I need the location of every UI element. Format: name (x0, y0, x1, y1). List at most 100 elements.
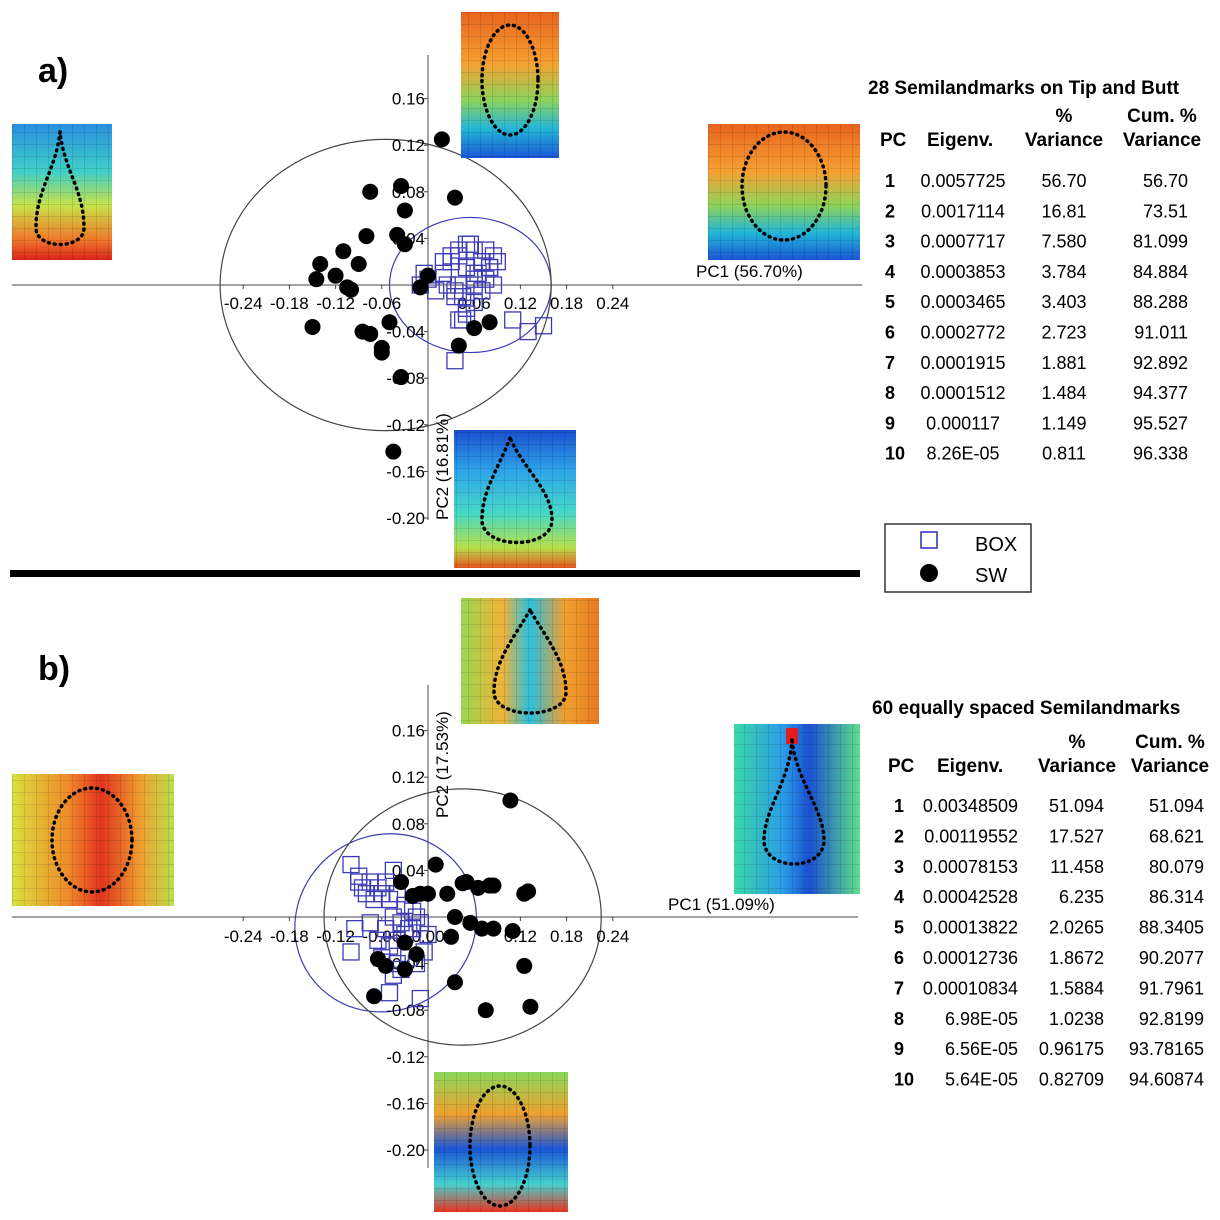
point-sw-a (393, 369, 410, 386)
point-box-a (484, 276, 503, 294)
point-box-b (342, 943, 360, 961)
table-b-cell: 0.00042528 (923, 887, 1018, 907)
table-b-cell: 9 (894, 1039, 904, 1059)
confidence-ellipse-sw-a (219, 138, 552, 432)
point-sw-b (408, 946, 425, 963)
deformation-grid-a-top (461, 12, 559, 158)
deformation-grid-a-bottom (454, 430, 576, 568)
point-sw-a (385, 443, 402, 460)
table-a-header-var-bottom: Variance (1025, 130, 1103, 151)
table-a-cell: 0.0003853 (920, 262, 1005, 282)
x-tick-label-a: 0.12 (504, 294, 537, 313)
table-a-cell: 1.881 (1041, 353, 1086, 373)
table-b-cell: 1.5884 (1049, 978, 1104, 998)
point-sw-a (308, 271, 325, 288)
table-b-cell: 1.0238 (1049, 1009, 1104, 1029)
table-b-header-cum-bottom: Variance (1131, 756, 1209, 777)
plot-b: -0.24 -0.18 -0.12 -0.06 0.00 0.12 0.18 0.240.16… (12, 685, 858, 1168)
table-b-title: 60 equally spaced Semilandmarks (872, 698, 1180, 719)
table-b-cell: 6.98E-05 (945, 1009, 1018, 1029)
table-a-cell: 0.0001512 (920, 383, 1005, 403)
table-b-cell: 1.8672 (1049, 948, 1104, 968)
variance-table-a: 28 Semilandmarks on Tip and Butt PC Eige… (868, 78, 1201, 464)
table-b-cell: 0.00078153 (923, 857, 1018, 877)
table-a-cell: 3.403 (1041, 292, 1086, 312)
point-sw-b (443, 928, 460, 945)
table-b-cell: 8 (894, 1009, 904, 1029)
deformation-grid-b-bottom (434, 1072, 568, 1212)
table-b-cell: 0.00013822 (923, 918, 1018, 938)
y-tick-label-a: -0.16 (386, 462, 425, 481)
legend-box-label: BOX (975, 534, 1017, 556)
point-sw-a (304, 318, 321, 335)
point-box-b (369, 931, 387, 949)
table-a-cell: 56.70 (1143, 171, 1188, 191)
table-b-header-pc: PC (888, 756, 915, 777)
table-a-cell: 4 (885, 262, 895, 282)
table-b-cell: 80.079 (1149, 857, 1204, 877)
deformation-grid-b-right (734, 724, 860, 894)
table-b-cell: 10 (894, 1070, 914, 1090)
point-box-b (353, 879, 372, 897)
y-tick-label-a: -0.20 (386, 509, 425, 528)
table-a-cell: 8 (885, 383, 895, 403)
table-b-cell: 86.314 (1149, 887, 1204, 907)
table-a-cell: 0.0017114 (921, 201, 1005, 221)
table-b-cell: 51.094 (1149, 796, 1204, 816)
point-sw-b (516, 957, 533, 974)
legend-box-marker (920, 531, 938, 549)
point-sw-b (427, 856, 444, 873)
point-sw-b (502, 792, 519, 809)
y-tick-label-a: -0.04 (386, 323, 425, 342)
x-axis-title-a: PC1 (56.70%) (696, 262, 803, 281)
point-sw-b (446, 909, 463, 925)
table-a-cell: 96.338 (1133, 444, 1188, 464)
x-tick-label-b: -0.18 (270, 927, 309, 946)
point-sw-b (396, 934, 413, 951)
table-a-cell: 0.0001915 (920, 353, 1005, 373)
y-tick-label-b: -0.12 (386, 1048, 425, 1067)
table-a-cell: 91.011 (1134, 323, 1188, 343)
point-box-b (384, 861, 403, 880)
table-a-cell: 7.580 (1041, 232, 1086, 252)
point-sw-a (396, 236, 413, 253)
point-sw-b (485, 920, 502, 937)
point-sw-b (473, 920, 490, 937)
y-tick-label-a: -0.12 (386, 416, 425, 435)
table-a-cell: 10 (885, 444, 905, 464)
y-tick-label-b: 0.16 (392, 722, 425, 741)
table-a-cell: 95.527 (1133, 413, 1188, 433)
table-a-cell: 88.288 (1133, 292, 1188, 312)
y-tick-label-a: 0.16 (392, 90, 425, 109)
point-box-a (442, 253, 460, 271)
table-b-cell: 5 (894, 918, 904, 938)
y-tick-label-b: -0.20 (386, 1141, 425, 1160)
deformation-grid-b-left (12, 774, 174, 906)
table-a-cell: 3.784 (1041, 262, 1086, 282)
y-axis-title-a: PC2 (16.81%) (433, 413, 452, 520)
table-a-cell: 5 (885, 292, 895, 312)
point-sw-a (466, 320, 483, 337)
table-b-header-cum-top: Cum. % (1135, 732, 1205, 753)
table-b-cell: 6.56E-05 (945, 1039, 1018, 1059)
table-b-cell: 2.0265 (1049, 918, 1104, 938)
point-box-b (350, 873, 368, 891)
table-a-cell: 8.26E-05 (926, 444, 999, 464)
point-sw-a (450, 337, 467, 354)
y-tick-label-b: 0.12 (392, 768, 425, 787)
point-sw-a (412, 279, 429, 296)
point-sw-b (454, 875, 471, 892)
point-sw-a (312, 256, 329, 273)
y-tick-label-b: -0.16 (386, 1094, 425, 1113)
table-b-cell: 91.7961 (1139, 978, 1204, 998)
table-a-cell: 81.099 (1133, 232, 1188, 252)
table-a-cell: 0.0003465 (920, 292, 1005, 312)
table-a-cell: 0.0007717 (920, 232, 1005, 252)
point-sw-a (362, 183, 379, 200)
table-b-cell: 17.527 (1049, 826, 1104, 846)
point-sw-a (373, 344, 390, 361)
point-box-a (457, 305, 476, 323)
y-tick-label-b: -0.08 (386, 1001, 425, 1020)
point-sw-a (396, 202, 413, 219)
